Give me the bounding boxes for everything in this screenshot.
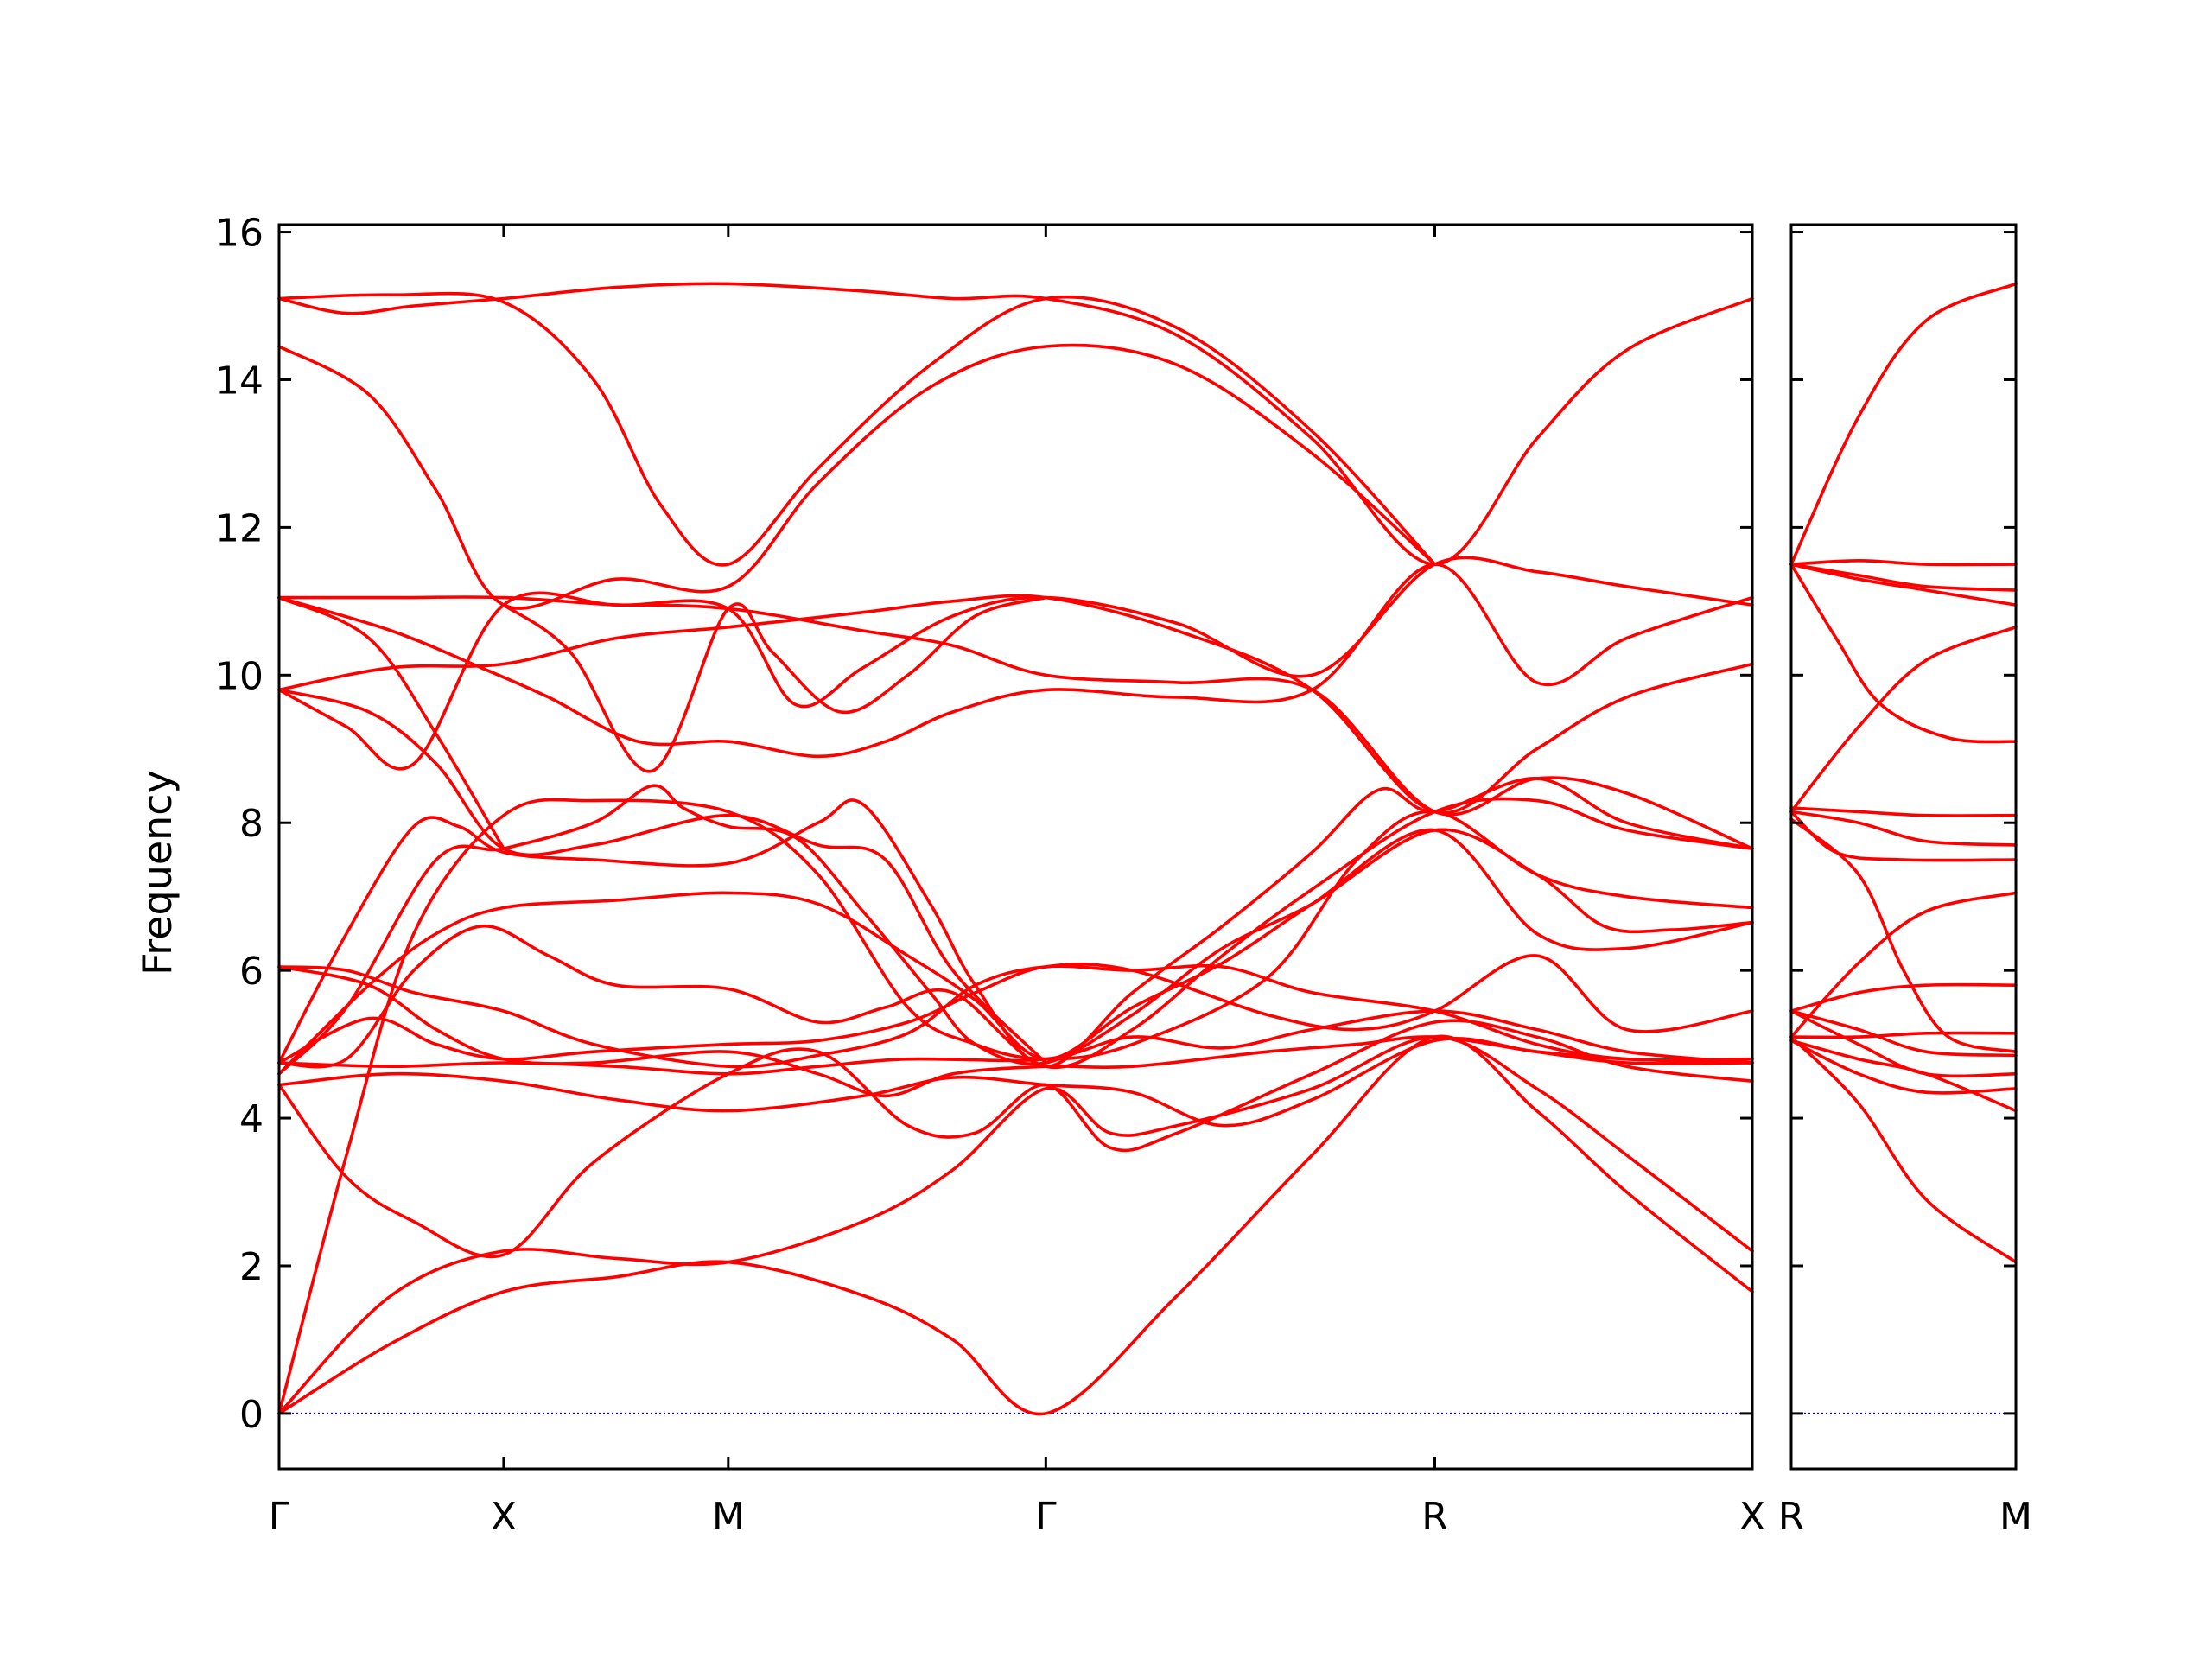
main-band-14 (277, 688, 1048, 1065)
right-band-5 (1789, 563, 2018, 744)
right-band-7 (1789, 806, 2018, 817)
y-tick-label: 10 (215, 654, 264, 698)
y-tick-label: 4 (239, 1097, 264, 1141)
right-band-6 (1789, 626, 2018, 814)
y-tick-label: 8 (239, 802, 264, 846)
x-tick-label-X: X (1739, 1495, 1765, 1539)
y-axis-title: Frequency (134, 770, 181, 976)
main-band-lines (277, 282, 1754, 1416)
main-band-17 (277, 591, 1754, 850)
y-tick-label: 14 (215, 359, 264, 403)
right-band-lines (1789, 282, 2018, 1264)
x-tick-label-R: R (1778, 1495, 1805, 1539)
y-tick-label: 0 (239, 1393, 264, 1437)
main-y-ticks: 0 2 4 6 8 10 12 14 16 (215, 212, 1752, 1437)
y-tick-label: 16 (215, 212, 264, 256)
right-band-16 (1789, 1039, 2018, 1095)
right-band-3 (1789, 563, 2018, 592)
main-band-18 (277, 556, 1754, 709)
main-band-22 (277, 343, 1437, 610)
right-band-12 (1789, 982, 2018, 1013)
y-tick-label: 2 (239, 1245, 264, 1289)
right-plot-frame (1789, 223, 2018, 1471)
x-tick-label-Γ: Γ (269, 1495, 290, 1539)
right-band-17 (1789, 1039, 2018, 1113)
right-y-ticks (1791, 231, 2016, 1415)
right-band-15 (1789, 1009, 2018, 1078)
x-tick-label-M: M (712, 1495, 745, 1539)
right-band-11 (1789, 891, 2018, 1039)
main-band-21 (277, 291, 1437, 567)
x-tick-label-M: M (1999, 1495, 2032, 1539)
y-tick-label: 12 (215, 506, 264, 550)
right-band-2 (1789, 559, 2018, 567)
main-plot-frame (277, 223, 1754, 1471)
x-tick-label-Γ: Γ (1035, 1495, 1057, 1539)
right-band-4 (1789, 563, 2018, 607)
right-band-13 (1789, 1031, 2018, 1039)
y-tick-label: 6 (239, 950, 264, 994)
right-band-18 (1789, 1035, 2018, 1264)
right-band-8 (1789, 810, 2018, 847)
right-band-14 (1789, 1009, 2018, 1058)
right-band-10 (1789, 817, 2018, 1053)
main-panel: 0 2 4 6 8 10 12 14 16 Γ X M Γ R X (215, 212, 1765, 1539)
main-band-3 (277, 798, 1754, 1415)
main-band-19 (277, 563, 1754, 759)
main-band-2 (277, 1035, 1754, 1415)
main-band-11 (277, 965, 1754, 1098)
x-tick-label-X: X (491, 1495, 517, 1539)
main-band-23 (502, 595, 1048, 773)
x-tick-label-R: R (1421, 1495, 1448, 1539)
main-band-15 (277, 595, 505, 850)
main-band-10 (277, 963, 1754, 1069)
right-band-1 (1789, 282, 2018, 566)
main-band-1 (277, 1034, 1754, 1416)
